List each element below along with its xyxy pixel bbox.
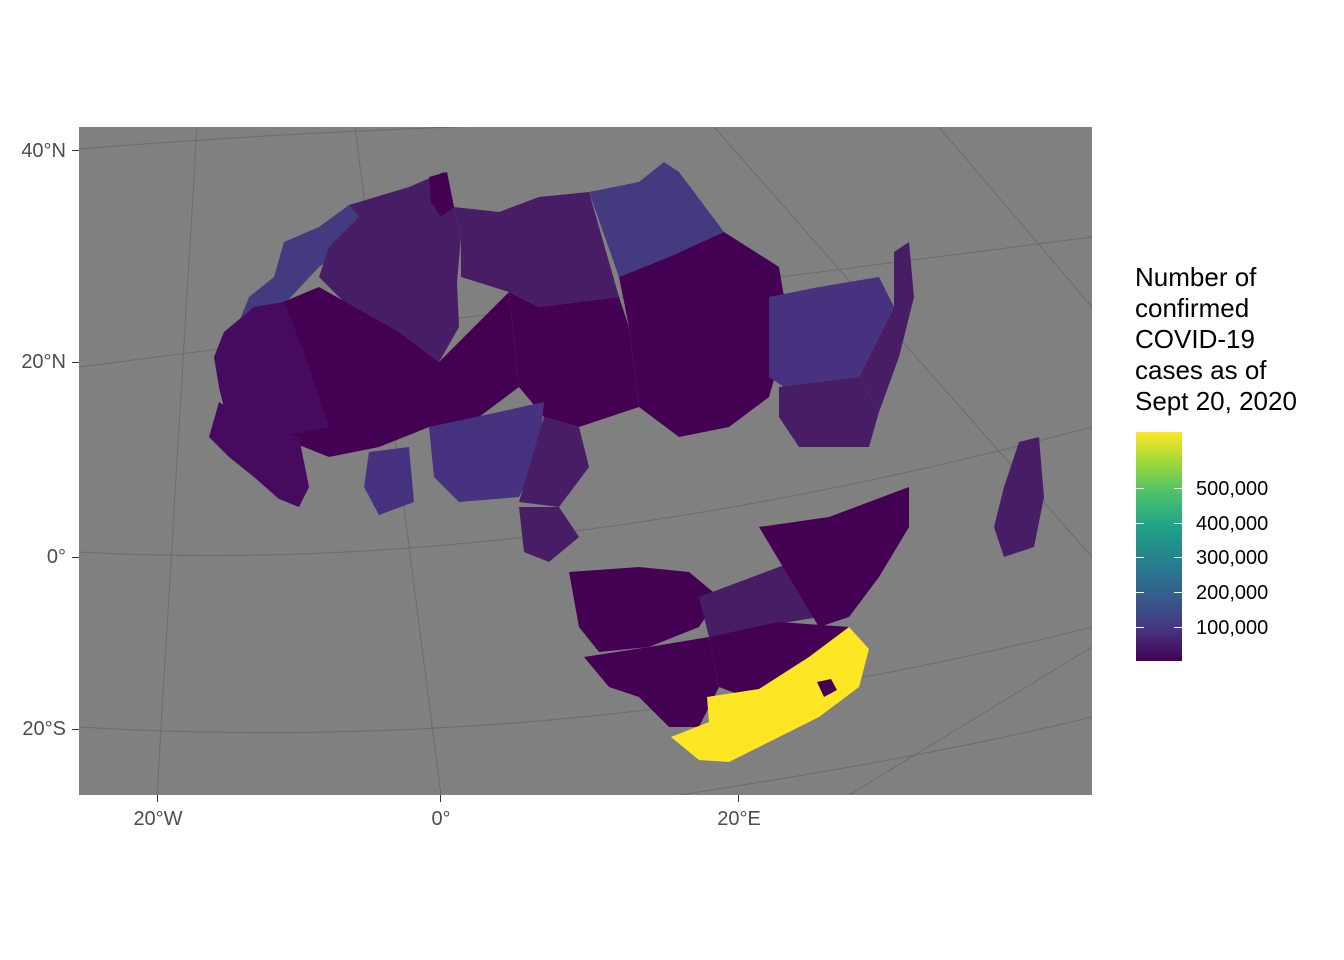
country-angola (584, 637, 719, 727)
legend-label-100k: 100,000 (1196, 617, 1269, 639)
lon-label-0: 0° (431, 808, 451, 830)
legend-title-line: cases as of (1135, 355, 1267, 385)
lon-label-20w: 20°W (133, 808, 183, 830)
lat-tick-20n (72, 362, 79, 363)
lat-label-20n: 20°N (21, 351, 66, 373)
legend-label-300k: 300,000 (1196, 547, 1269, 569)
lat-tick-0 (72, 557, 79, 558)
country-drc (569, 567, 719, 652)
country-cameroon (519, 417, 589, 507)
legend-tick (1174, 557, 1182, 558)
country-chad (509, 292, 639, 427)
map-panel (79, 127, 1092, 795)
lat-label-0: 0° (46, 546, 66, 568)
legend-label-500k: 500,000 (1196, 478, 1269, 500)
region-west-africa (209, 402, 589, 562)
legend-tick (1174, 523, 1182, 524)
legend-tick (1136, 592, 1144, 593)
graticule-lat-40n (79, 127, 469, 150)
country-libya (454, 192, 619, 307)
country-ethiopia-somalia (769, 277, 894, 397)
legend-colorbar (1136, 432, 1182, 661)
legend-tick (1174, 488, 1182, 489)
legend-label-400k: 400,000 (1196, 513, 1269, 535)
graticule-lon-20w (156, 127, 198, 795)
lon-tick-0 (440, 795, 441, 802)
legend-tick (1174, 592, 1182, 593)
country-senegal-guinea (209, 402, 309, 507)
country-tunisia (429, 172, 454, 217)
graticule-lat-40s (678, 716, 1092, 795)
country-south-africa (671, 627, 869, 762)
map-canvas (79, 127, 1092, 795)
country-mozambique (759, 487, 909, 627)
legend-title-line: Number of (1135, 262, 1257, 292)
lat-tick-20s (72, 729, 79, 730)
legend-tick (1136, 557, 1144, 558)
lon-tick-20e (738, 795, 739, 802)
graticule-lon-10w (848, 646, 1092, 795)
graticule-lat-20s (79, 626, 1092, 734)
country-algeria (319, 172, 461, 362)
country-mauritania (214, 302, 329, 437)
region-southern-africa (569, 437, 1044, 762)
country-ghana (364, 447, 414, 515)
legend-tick (1174, 627, 1182, 628)
legend-title-line: confirmed (1135, 293, 1250, 323)
legend-tick (1136, 488, 1144, 489)
lat-tick-40n (72, 150, 79, 151)
country-egypt (589, 162, 724, 277)
lon-tick-20w (157, 795, 158, 802)
graticule-lon-40e (938, 127, 1092, 308)
country-gabon-congo (519, 507, 579, 562)
country-nigeria (429, 402, 544, 502)
lat-label-40n: 40°N (21, 140, 66, 162)
legend-title-line: COVID-19 (1135, 324, 1255, 354)
lat-label-20s: 20°S (22, 718, 66, 740)
country-sudan (619, 232, 789, 437)
legend-tick (1136, 627, 1144, 628)
country-madagascar (994, 437, 1044, 557)
region-north-africa (214, 162, 914, 457)
country-kenya (779, 377, 879, 447)
lon-label-20e: 20°E (717, 808, 761, 830)
legend-label-200k: 200,000 (1196, 582, 1269, 604)
legend-tick (1136, 523, 1144, 524)
legend-title-line: Sept 20, 2020 (1135, 386, 1297, 416)
legend-title: Number of confirmed COVID-19 cases as of… (1135, 262, 1335, 417)
country-lesotho (817, 679, 837, 697)
country-horn (859, 242, 914, 412)
